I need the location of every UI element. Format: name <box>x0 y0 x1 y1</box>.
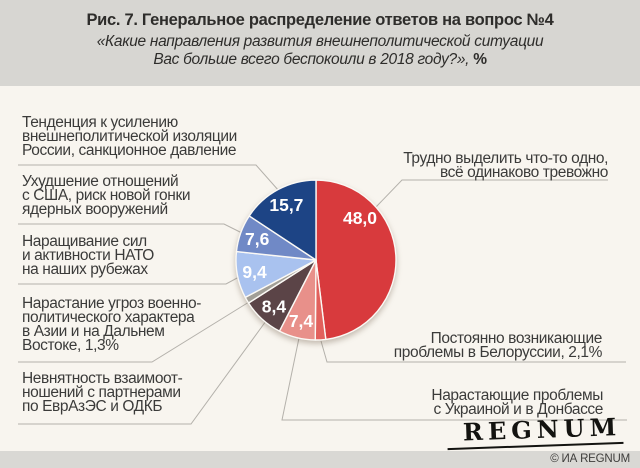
leader-line-asia-far-east <box>18 301 250 363</box>
pie-slice-value-usa-arms-race: 7,6 <box>245 229 270 249</box>
pie-slice-value-nato-buildup: 9,4 <box>242 262 267 282</box>
callout-line: с Украиной и в Донбассе <box>433 401 604 418</box>
callout-line: в Азии и на Дальнем <box>22 323 165 340</box>
pie-slice-value-hard-to-single-out: 48,0 <box>343 208 377 228</box>
callout-line: Наращивание сил <box>22 233 147 250</box>
pie-slice-isolation-sanctions <box>248 179 317 261</box>
pie-chart: 48,0 7,48,4 9,4 7,6 15,7 <box>235 179 397 341</box>
callout-hard-to-single-out: Трудно выделить что-то одно, всё одинако… <box>403 150 608 181</box>
callout-line: по ЕврАзЭС и ОДКБ <box>22 398 163 415</box>
leader-line-ukraine-donbass <box>281 337 627 421</box>
leader-line-hard-to-single-out <box>375 179 608 208</box>
callout-line: всё одинаково тревожно <box>439 164 608 181</box>
callout-line: ношений с партнерами <box>22 384 181 401</box>
callout-line: ядерных вооружений <box>22 201 168 218</box>
copyright-text: © ИА REGNUM <box>550 453 630 465</box>
subtitle-percent-suffix: % <box>469 50 487 68</box>
pie-slice-value-ukraine-donbass: 7,4 <box>289 311 314 331</box>
callout-eaeu-odkb: Невнятность взаимоот- ношений с партнера… <box>22 370 183 415</box>
callout-line: Постоянно возникающие <box>430 330 603 347</box>
leader-line-usa-arms-race <box>18 223 243 234</box>
callout-ukraine-donbass: Нарастающие проблемы с Украиной и в Донб… <box>431 387 604 418</box>
callout-line: проблемы в Белоруссии, 2,1% <box>393 344 603 361</box>
footer-strip: © ИА REGNUM <box>0 451 640 468</box>
callout-line: с США, риск новой гонки <box>22 187 191 204</box>
callout-line: Востоке, 1,3% <box>22 337 119 354</box>
callout-line: и активности НАТО <box>22 247 154 264</box>
callout-nato-buildup: Наращивание сил и активности НАТО на наш… <box>22 233 154 278</box>
callout-line: Ухудшение отношений <box>22 173 179 190</box>
figure-subtitle: «Какие направления развития внешнеполити… <box>0 33 640 68</box>
callout-line: политического характера <box>22 309 195 326</box>
pie-slice-value-isolation-sanctions: 15,7 <box>269 195 303 215</box>
callout-line: внешнеполитической изоляции <box>22 128 237 145</box>
callout-line: Тенденция к усилению <box>22 114 178 131</box>
leader-line-isolation-sanctions <box>18 164 280 192</box>
callout-isolation-sanctions: Тенденция к усилению внешнеполитической … <box>22 114 237 159</box>
figure-title: Рис. 7. Генеральное распределение ответо… <box>86 11 554 29</box>
callout-usa-arms-race: Ухудшение отношений с США, риск новой го… <box>22 173 191 218</box>
header: Рис. 7. Генеральное распределение ответо… <box>0 0 640 86</box>
leader-line-nato-buildup <box>18 276 240 285</box>
callout-line: Трудно выделить что-то одно, <box>403 150 608 167</box>
callout-line: на наших рубежах <box>22 261 148 278</box>
callout-line: Нарастание угроз военно- <box>22 295 201 312</box>
subtitle-line-2-text: Вас больше всего беспокоили в 2018 году?… <box>153 50 470 68</box>
callout-line: Нарастающие проблемы <box>431 387 603 404</box>
callout-line: Невнятность взаимоот- <box>22 370 183 387</box>
leader-line-eaeu-odkb <box>18 320 267 425</box>
regnum-logo: REGNUM <box>446 411 624 451</box>
leader-line-belarus <box>320 340 626 363</box>
pie-slice-hard-to-single-out <box>315 179 397 341</box>
callout-asia-far-east: Нарастание угроз военно- политического х… <box>22 295 201 354</box>
subtitle-line-1: «Какие направления развития внешнеполити… <box>96 33 544 50</box>
callout-line: России, санкционное давление <box>22 142 237 159</box>
pie-slice-value-eaeu-odkb: 8,4 <box>262 296 287 316</box>
subtitle-line-2: Вас больше всего беспокоили в 2018 году?… <box>0 51 640 69</box>
callout-belarus: Постоянно возникающие проблемы в Белорус… <box>393 330 603 361</box>
